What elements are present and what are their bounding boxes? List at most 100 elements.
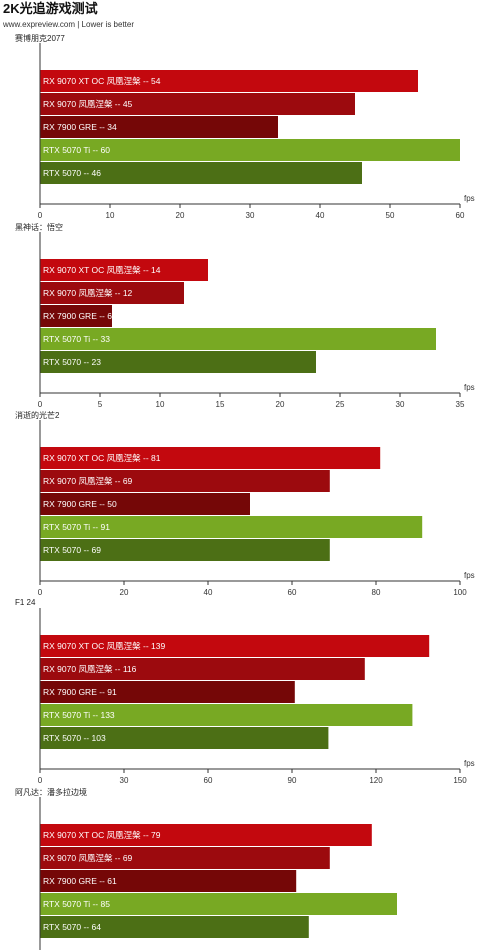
bar-chart: RX 9070 XT OC 凤凰涅槃 -- 81 RX 9070 凤凰涅槃 -- … — [38, 420, 475, 597]
bar-chart: RX 9070 XT OC 凤凰涅槃 -- 14 RX 9070 凤凰涅槃 -- … — [38, 232, 475, 409]
bar-label: RX 9070 凤凰涅槃 -- 12 — [43, 288, 133, 298]
bar-rx-7900-gre — [40, 116, 278, 138]
bar-rtx-5070-ti — [40, 328, 436, 350]
x-tick-label: 25 — [336, 400, 345, 409]
bar-label: RX 9070 凤凰涅槃 -- 69 — [43, 853, 133, 863]
x-tick-label: 150 — [453, 776, 467, 785]
x-tick-label: 30 — [120, 776, 129, 785]
bar-rtx-5070 — [40, 351, 316, 373]
bar-rx-7900-gre — [40, 493, 250, 515]
chart-panel-1: 赛博朋克2077 RX 9070 XT OC 凤凰涅槃 -- 54 RX 9070 … — [0, 33, 500, 223]
bar-label: RX 9070 XT OC 凤凰涅槃 -- 79 — [43, 830, 161, 840]
x-tick-label: 20 — [176, 211, 185, 220]
chart-title: 阿凡达：潘多拉边境 — [15, 788, 87, 797]
chart-title: 黑神话：悟空 — [15, 223, 63, 232]
bar-label: RX 9070 XT OC 凤凰涅槃 -- 54 — [43, 76, 161, 86]
x-tick-label: 0 — [38, 588, 43, 597]
bar-label: RX 7900 GRE -- 91 — [43, 687, 117, 697]
bar-rx-9070-xt-oc — [40, 635, 430, 657]
page-header: 2K光追游戏测试 www.expreview.com | Lower is be… — [3, 1, 134, 31]
x-tick-label: 60 — [288, 588, 297, 597]
x-tick-label: 30 — [396, 400, 405, 409]
x-tick-label: 0 — [38, 211, 43, 220]
bar-rx-9070-xt-oc — [40, 259, 208, 281]
bar-rx-9070-xt-oc — [40, 70, 418, 92]
bar-rx-9070 — [40, 282, 184, 304]
x-axis-unit-label: fps — [464, 759, 475, 768]
bar-label: RTX 5070 Ti -- 133 — [43, 710, 115, 720]
bar-label: RTX 5070 Ti -- 85 — [43, 899, 110, 909]
bar-label: RX 9070 凤凰涅槃 -- 69 — [43, 476, 133, 486]
bar-rx-9070 — [40, 93, 355, 115]
bar-rx-9070-xt-oc — [40, 447, 381, 469]
x-tick-label: 10 — [156, 400, 165, 409]
page-title: 2K光追游戏测试 — [3, 1, 98, 16]
bar-rx-9070 — [40, 470, 330, 492]
bar-rx-7900-gre — [40, 681, 295, 703]
bar-label: RX 9070 凤凰涅槃 -- 45 — [43, 99, 133, 109]
bar-label: RX 9070 XT OC 凤凰涅槃 -- 139 — [43, 641, 165, 651]
bar-chart: RX 9070 XT OC 凤凰涅槃 -- 54 RX 9070 凤凰涅槃 -- … — [38, 43, 475, 220]
bar-rx-9070 — [40, 847, 330, 869]
bar-label: RX 7900 GRE -- 34 — [43, 122, 117, 132]
x-tick-label: 20 — [120, 588, 129, 597]
x-tick-label: 20 — [276, 400, 285, 409]
x-tick-label: 90 — [288, 776, 297, 785]
bar-label: RTX 5070 Ti -- 91 — [43, 522, 110, 532]
bar-rx-9070-xt-oc — [40, 824, 372, 846]
bar-rtx-5070-ti — [40, 704, 413, 726]
bar-label: RX 7900 GRE -- 61 — [43, 876, 117, 886]
x-tick-label: 15 — [216, 400, 225, 409]
x-tick-label: 40 — [316, 211, 325, 220]
bar-rx-7900-gre — [40, 305, 112, 327]
bar-rtx-5070-ti — [40, 139, 460, 161]
x-tick-label: 30 — [246, 211, 255, 220]
bar-label: RTX 5070 -- 64 — [43, 922, 101, 932]
bar-label: RX 7900 GRE -- 50 — [43, 499, 117, 509]
chart-title: F1 24 — [15, 598, 36, 607]
bar-label: RTX 5070 -- 69 — [43, 545, 101, 555]
x-axis-unit-label: fps — [464, 194, 475, 203]
x-tick-label: 0 — [38, 400, 43, 409]
bar-rx-7900-gre — [40, 870, 297, 892]
bar-label: RX 9070 凤凰涅槃 -- 116 — [43, 664, 137, 674]
x-tick-label: 60 — [456, 211, 465, 220]
bar-label: RX 7900 GRE -- 6 — [43, 311, 112, 321]
bar-rx-9070 — [40, 658, 365, 680]
chart-panel-3: 消逝的光芒2 RX 9070 XT OC 凤凰涅槃 -- 81 RX 9070 凤凰… — [0, 410, 500, 600]
x-tick-label: 40 — [204, 588, 213, 597]
chart-panel-4: F1 24 RX 9070 XT OC 凤凰涅槃 -- 139 RX 9070 凤凰… — [0, 598, 500, 788]
chart-title: 赛博朋克2077 — [15, 34, 65, 43]
page-subtitle: www.expreview.com | Lower is better — [3, 20, 135, 29]
chart-panel-2: 黑神话：悟空 RX 9070 XT OC 凤凰涅槃 -- 14 RX 9070 凤凰… — [0, 222, 500, 412]
x-tick-label: 5 — [98, 400, 103, 409]
x-tick-label: 35 — [456, 400, 465, 409]
bar-label: RX 9070 XT OC 凤凰涅槃 -- 14 — [43, 265, 161, 275]
bar-rtx-5070 — [40, 916, 309, 938]
x-tick-label: 100 — [453, 588, 467, 597]
x-tick-label: 10 — [106, 211, 115, 220]
bar-rtx-5070 — [40, 539, 330, 561]
bar-label: RTX 5070 Ti -- 33 — [43, 334, 110, 344]
bar-label: RTX 5070 -- 23 — [43, 357, 101, 367]
x-tick-label: 60 — [204, 776, 213, 785]
bar-chart: RX 9070 XT OC 凤凰涅槃 -- 139 RX 9070 凤凰涅槃 --… — [38, 608, 475, 785]
bar-label: RX 9070 XT OC 凤凰涅槃 -- 81 — [43, 453, 161, 463]
bar-rtx-5070-ti — [40, 516, 423, 538]
bar-rtx-5070 — [40, 727, 329, 749]
x-tick-label: 80 — [372, 588, 381, 597]
bar-label: RTX 5070 -- 46 — [43, 168, 101, 178]
chart-panel-5: 阿凡达：潘多拉边境 RX 9070 XT OC 凤凰涅槃 -- 79 RX 9070… — [0, 787, 500, 950]
bar-rtx-5070-ti — [40, 893, 397, 915]
bar-rtx-5070 — [40, 162, 362, 184]
x-tick-label: 0 — [38, 776, 43, 785]
x-axis-unit-label: fps — [464, 571, 475, 580]
bar-label: RTX 5070 Ti -- 60 — [43, 145, 110, 155]
x-axis-unit-label: fps — [464, 383, 475, 392]
x-tick-label: 120 — [369, 776, 383, 785]
bar-label: RTX 5070 -- 103 — [43, 733, 106, 743]
bar-chart: RX 9070 XT OC 凤凰涅槃 -- 79 RX 9070 凤凰涅槃 -- … — [39, 797, 397, 950]
x-tick-label: 50 — [386, 211, 395, 220]
chart-title: 消逝的光芒2 — [15, 411, 60, 420]
